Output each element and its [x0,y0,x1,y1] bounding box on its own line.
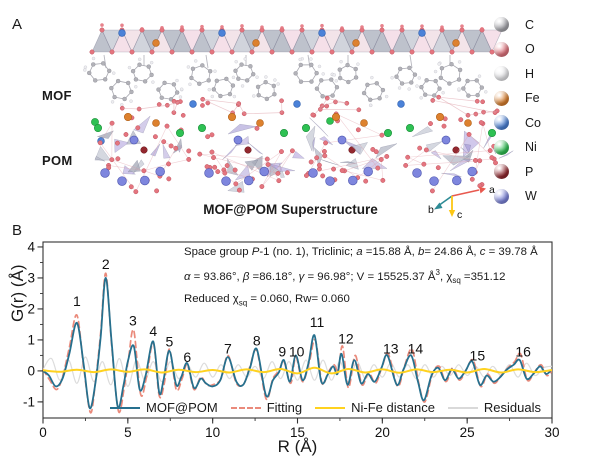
pom-cluster [292,111,398,186]
atom-symbol-label: P [525,164,534,179]
atom-symbol-label: C [525,17,535,32]
atom-symbol-label: O [525,42,535,56]
x-tick-label: 10 [205,425,220,440]
peak-label-12: 12 [338,330,354,346]
peak-label-14: 14 [408,341,424,357]
legend-label: Fitting [266,400,303,415]
peak-label-3: 3 [129,313,137,329]
x-axis-title: R (Å) [277,437,318,456]
atom-sphere-Ni [494,139,509,155]
atom-sphere-O [494,41,509,57]
x-tick-label: 30 [544,425,559,440]
pom-cluster [197,113,296,193]
y-tick-label: -1 [23,394,35,409]
peak-label-11: 11 [310,314,325,330]
pom-cluster [94,113,192,195]
atom-legend-item: H [494,66,541,81]
atom-symbol-label: W [525,189,537,203]
legend-swatch [230,406,261,409]
atom-sphere-Fe [494,90,509,106]
legend-item-mof-pom: MOF@POM [110,400,218,415]
mof-label: MOF [42,88,72,103]
atom-symbol-label: Fe [525,91,540,105]
fit-parameters-annotation: Space group P-1 (no. 1), Triclinic; a =1… [184,243,538,313]
structure-caption: MOF@POM Superstructure [203,202,378,217]
atom-symbol-label: H [525,66,535,81]
linker-layer [83,54,488,108]
peak-label-15: 15 [470,347,486,363]
legend-swatch [447,406,478,409]
atom-symbol-label: Co [525,115,541,130]
y-axis-title: G(r) (Å) [8,264,27,322]
legend-label: Residuals [483,400,542,415]
x-tick-label: 25 [460,425,475,440]
atom-legend-item: C [494,17,541,32]
peak-label-1: 1 [73,293,81,309]
legend-item-fitting: Fitting [230,400,303,415]
legend-label: Ni-Fe distance [351,400,435,415]
y-tick-label: 3 [27,270,35,285]
x-tick-label: 5 [124,425,132,440]
atom-sphere-P [494,164,509,179]
atom-legend-item: Ni [494,139,541,155]
peak-label-9: 9 [278,344,286,360]
peak-label-16: 16 [515,344,531,360]
annotation-line: Space group P-1 (no. 1), Triclinic; a =1… [184,246,538,258]
x-tick-label: 15 [290,425,305,440]
y-axis: -1 0 1 2 3 4 [23,239,43,409]
panel-b-label: B [12,222,23,239]
y-tick-label: 4 [27,239,35,254]
series-ni-fe-distance [43,366,552,375]
x-axis: 0 5 10 15 20 25 30 [39,418,560,440]
mof-layer [89,23,503,55]
atom-sphere-Co [494,115,509,130]
peak-label-7: 7 [224,341,232,357]
series-residuals [43,356,552,388]
y-tick-label: 2 [27,301,35,316]
chart-legend: MOF@POM Fitting Ni-Fe distance Residuals [110,400,541,415]
axis-a-label: a [489,184,495,196]
atom-sphere-C [494,17,509,32]
atom-sphere-W [494,188,509,204]
peak-label-10: 10 [289,344,305,360]
chart-series [43,272,552,414]
axis-c-label: c [457,209,462,221]
axis-b-label: b [428,204,434,216]
peak-label-5: 5 [166,333,174,349]
legend-swatch [110,406,140,409]
legend-item-ni-fe-distance: Ni-Fe distance [315,400,435,415]
x-tick-label: 20 [375,425,390,440]
peak-label-4: 4 [149,323,157,339]
peak-label-6: 6 [183,349,191,365]
atom-sphere-H [494,66,509,81]
panel-a-label: A [12,16,23,33]
atom-legend-item: Fe [494,90,541,106]
crystal-axes: a b c [428,184,495,221]
legend-swatch [315,406,346,409]
atom-legend-item: O [494,41,541,57]
peak-label-8: 8 [253,333,261,349]
annotation-line: α = 93.86°, β =86.18°, γ = 96.98°; V = 1… [184,267,506,285]
legend-item-residuals: Residuals [447,400,542,415]
atom-legend-item: P [494,164,541,179]
pom-label: POM [42,153,73,168]
peak-label-2: 2 [102,256,110,272]
peak-label-13: 13 [383,341,399,357]
atom-legend-item: W [494,188,541,204]
atom-symbol-label: Ni [525,140,537,154]
structure-illustration: a b c [83,23,514,221]
legend-label: MOF@POM [146,400,218,415]
atom-color-legend: C O H Fe Co Ni P W [494,17,541,204]
annotation-line: Reduced χsq = 0.060, Rw= 0.060 [184,293,350,308]
y-tick-label: 1 [27,332,35,347]
x-tick-label: 0 [39,425,47,440]
y-tick-label: 0 [27,363,35,378]
atom-legend-item: Co [494,115,541,130]
